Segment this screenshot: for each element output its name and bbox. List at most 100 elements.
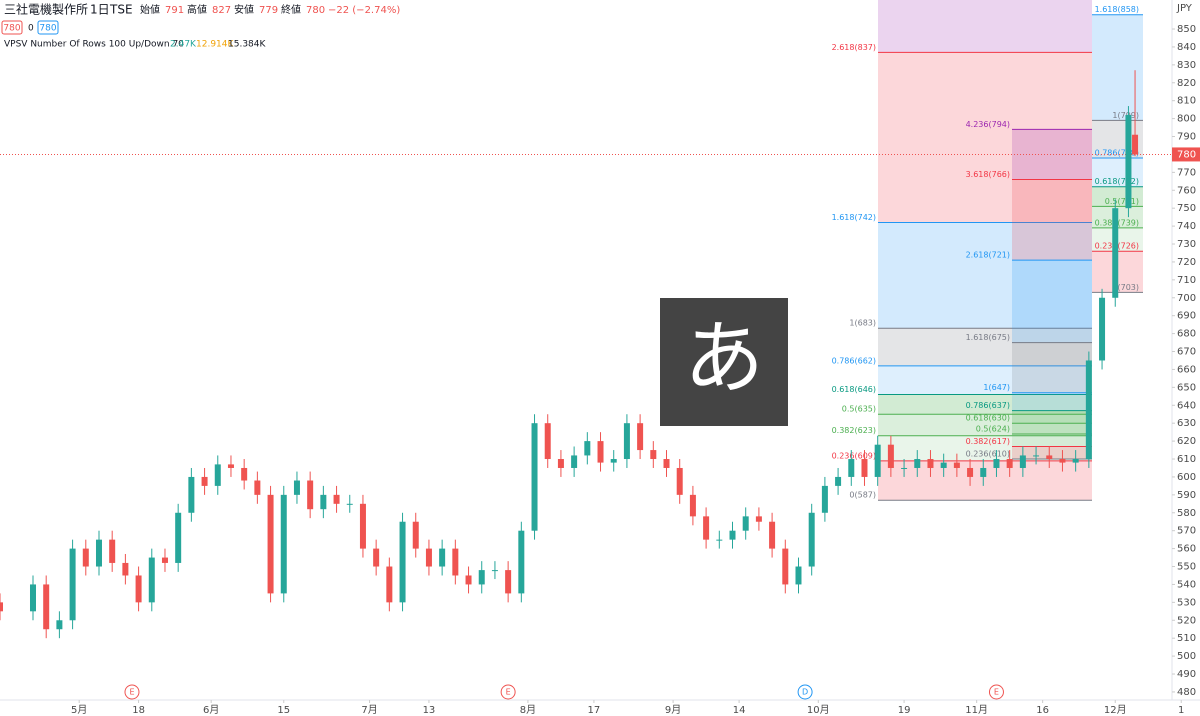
candle-body	[465, 575, 472, 585]
candle-body	[175, 512, 182, 563]
axes: 480 490 500 510 520 530 540 550 560 570 580 590 600 6…	[71, 3, 1200, 716]
candle-body	[795, 566, 802, 585]
candle-body	[887, 444, 894, 468]
badge	[1, 20, 23, 35]
y-tick-label: 730	[1177, 239, 1196, 250]
event-marker	[797, 684, 813, 700]
fib-band	[878, 460, 1092, 501]
fib-label: 1.618(675)	[966, 333, 1010, 342]
candle-body	[663, 459, 670, 468]
y-tick-label: 510	[1177, 633, 1196, 644]
event-marker	[500, 684, 516, 700]
candle-body	[346, 503, 353, 505]
y-tick-label: 520	[1177, 615, 1196, 626]
y-tick-label: 630	[1177, 418, 1196, 429]
fib-band	[1092, 158, 1143, 187]
x-tick-label: 10月	[807, 704, 830, 716]
candle-body	[267, 494, 274, 594]
x-tick-label: 7月	[361, 704, 377, 716]
x-tick-label: 1	[1178, 705, 1184, 716]
candle-body	[214, 464, 221, 486]
fib-band	[878, 394, 1092, 415]
y-tick-label: 700	[1177, 293, 1196, 304]
change: −22 (−2.74%)	[328, 5, 400, 16]
candle-body	[940, 462, 947, 468]
y-tick-label: 610	[1177, 454, 1196, 465]
candle-body	[703, 516, 710, 540]
candle-body	[307, 480, 314, 510]
y-tick-label: 660	[1177, 364, 1196, 375]
candle-body	[373, 548, 380, 567]
header: 三社電機製作所 1日 TSE 780 0 780 VPSV Number Of …	[1, 2, 400, 50]
candle-body	[1132, 134, 1139, 155]
ohlc-label: 始値	[140, 3, 160, 16]
x-tick-label: 9月	[665, 704, 681, 716]
candle-body	[835, 476, 842, 486]
last-price-label: 780	[1177, 149, 1196, 160]
y-tick-label: 820	[1177, 78, 1196, 89]
candle-body	[161, 557, 168, 563]
candle-body	[201, 476, 208, 486]
fib-label: 0.786(662)	[832, 356, 876, 365]
x-tick-label: 12月	[1104, 704, 1127, 716]
y-tick-label: 670	[1177, 347, 1196, 358]
indicator: VPSV Number Of Rows 100 Up/Down 70	[4, 40, 184, 50]
fib-label: 0.236(610)	[966, 450, 1010, 459]
candle-body	[861, 459, 868, 477]
y-tick-label: 560	[1177, 544, 1196, 555]
candle-body	[1059, 459, 1066, 463]
fib-band	[878, 365, 1092, 395]
candle-body	[320, 494, 327, 510]
fib-label: 1(683)	[849, 319, 876, 328]
candle-body	[227, 464, 234, 468]
ohlc-label: 終値	[281, 3, 301, 16]
candle-body	[43, 584, 50, 630]
indicator-value: 15.384K	[228, 40, 266, 50]
fib-band	[1012, 129, 1092, 180]
fib-band	[1012, 342, 1092, 393]
x-tick-label: 6月	[203, 704, 219, 716]
candle-body	[544, 423, 551, 460]
candle-body	[755, 516, 762, 522]
candle-body	[914, 459, 921, 468]
fib-band	[878, 52, 1092, 223]
fib-band	[878, 328, 1092, 366]
event-label: E	[506, 688, 511, 697]
candle-body	[597, 441, 604, 463]
candle-body	[531, 423, 538, 531]
fib-label: 0.382(623)	[832, 426, 876, 435]
fib-label: 1(647)	[983, 383, 1010, 392]
y-tick-label: 480	[1177, 687, 1196, 698]
candle-body	[386, 566, 393, 603]
event-marker	[124, 684, 140, 700]
candle-body	[571, 455, 578, 468]
y-tick-label: 760	[1177, 185, 1196, 196]
candle-body	[0, 602, 3, 612]
candle-body	[109, 539, 116, 563]
candle-body	[637, 423, 644, 451]
candle-body	[82, 548, 89, 567]
candle-body	[518, 530, 525, 594]
candle-body	[399, 521, 406, 603]
last-price-tag	[1172, 147, 1200, 162]
fib-label: 0.618(646)	[832, 385, 876, 394]
fib-label: 0.5(751)	[1105, 197, 1139, 206]
candle-body	[874, 444, 881, 477]
currency: JPY	[1176, 3, 1193, 14]
x-tick-label: 16	[1036, 705, 1049, 716]
fib-layer: 0(587) 0.236(609) 0.382(623) 0.5(635) 0.618(…	[832, 0, 1143, 501]
x-tick-label: 13	[423, 705, 436, 716]
ohlc-value: 779	[259, 5, 278, 16]
y-tick-label: 720	[1177, 257, 1196, 268]
candle-body	[280, 494, 287, 594]
fib-band	[1012, 260, 1092, 343]
fib-band	[1012, 433, 1092, 447]
x-tick-label: 15	[277, 705, 290, 716]
candle-body	[1006, 459, 1013, 468]
y-tick-label: 540	[1177, 579, 1196, 590]
event-label: D	[802, 688, 808, 697]
fib-band	[1012, 410, 1092, 424]
y-tick-label: 840	[1177, 42, 1196, 53]
candle-body	[56, 620, 63, 630]
candle-body	[980, 467, 987, 477]
